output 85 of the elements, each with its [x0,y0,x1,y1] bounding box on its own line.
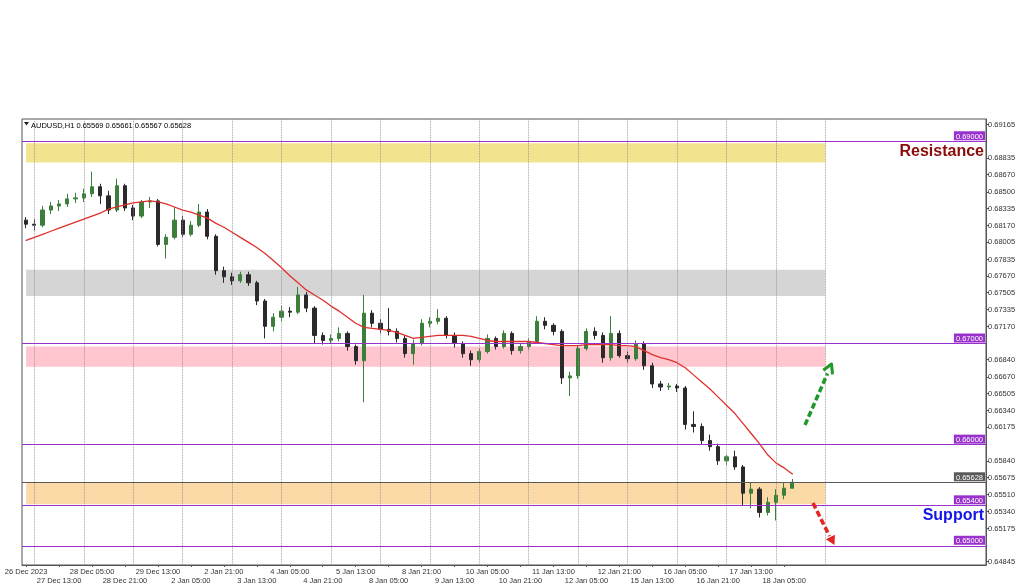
candlestick [82,188,86,203]
candlestick [411,338,415,366]
candlestick [469,350,473,367]
candlestick [675,383,679,393]
candlestick [189,220,193,237]
candlestick [444,315,448,339]
candlestick [650,362,654,389]
candlestick [766,496,770,516]
candlestick [32,218,36,231]
candlestick [106,190,111,215]
candlestick [518,343,523,355]
candlestick [156,198,160,247]
candlestick [65,193,69,208]
candlestick [782,482,786,500]
candlestick [115,178,119,213]
candlestick [246,271,251,287]
candlestick [700,422,704,446]
candlestick [214,233,218,276]
candlestick [757,486,762,518]
candlestick [362,294,366,403]
candlestick [741,464,745,506]
candlestick [24,216,28,229]
candlestick [601,331,605,364]
candlestick [222,266,226,284]
candlestick [354,344,358,366]
candlestick [271,312,275,332]
annotation: Support [922,505,985,523]
candlestick [708,434,712,452]
candlestick [131,204,135,221]
candlestick [370,309,374,328]
candlestick [560,328,564,385]
candlestick [40,205,45,228]
candlestick [90,171,94,198]
candlestick [724,454,729,466]
candlestick [774,488,778,521]
candlestick [667,382,671,391]
candlestick [551,322,556,336]
candlestick [205,208,209,240]
candlestick [387,307,391,336]
candlestick [733,450,737,471]
candlestick [428,316,432,328]
candlestick [288,306,292,318]
candlestick [535,315,539,345]
candlestick [172,206,177,240]
candlestick [576,345,580,380]
candlestick [312,305,317,345]
candlestick [593,326,597,340]
candlestick [749,481,753,509]
candlestick [617,329,621,359]
candlestick [345,330,350,352]
candlestick [296,286,300,315]
candlestick [420,318,424,347]
candlestick [255,280,259,306]
candlestick [304,291,308,313]
candlestick [510,330,514,356]
candlestick [568,371,572,397]
line-series [25,200,794,475]
candlestick [73,192,78,204]
candlestick [716,443,720,466]
candlestick [337,326,341,342]
candlestick [683,385,687,430]
candlestick [461,340,465,359]
candlestick [691,410,696,434]
candlestick [658,380,663,392]
candlestick [139,199,144,219]
candlestick [164,233,168,260]
candlestick [181,215,185,238]
candlestick [436,308,440,325]
annotation: Resistance [899,141,985,159]
candlestick [321,331,325,346]
candlestick [263,298,267,339]
candlestick [625,351,630,364]
candlestick [238,271,242,284]
candlestick [230,272,234,286]
candlestick [197,203,201,228]
candlestick [57,199,61,212]
candlestick [279,305,284,322]
candlestick [609,315,613,362]
candlestick [543,316,547,330]
candlestick [642,340,646,371]
candlestick [49,201,53,215]
candlestick [403,334,407,359]
candlestick [98,183,102,205]
candlestick [123,183,127,212]
candlestick [329,333,333,345]
